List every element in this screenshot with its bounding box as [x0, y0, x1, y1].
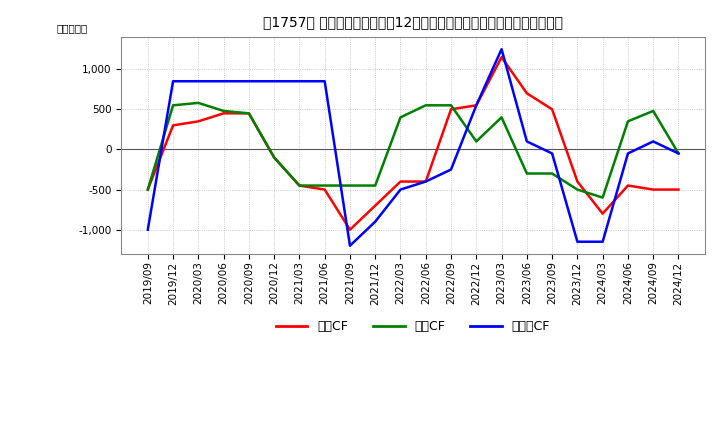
Y-axis label: （百万円）: （百万円）: [56, 23, 87, 33]
Legend: 営業CF, 投資CF, フリーCF: 営業CF, 投資CF, フリーCF: [271, 315, 555, 338]
Title: 　1757、 キャッシュフローの12か月移動合計の対前年同期増減額の推移: 1757、 キャッシュフローの12か月移動合計の対前年同期増減額の推移: [263, 15, 563, 29]
